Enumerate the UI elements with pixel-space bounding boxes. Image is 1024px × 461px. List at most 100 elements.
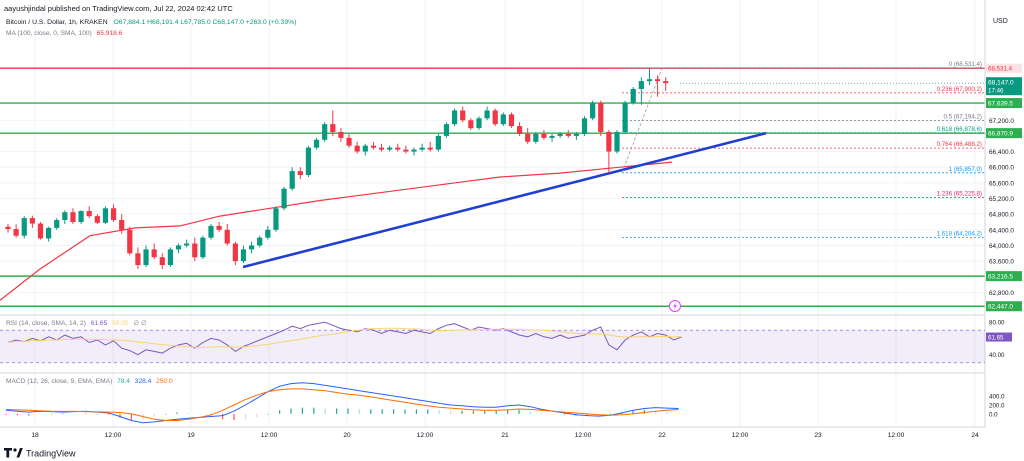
candle-body-40 (330, 124, 336, 132)
time-tick-10: 23 (814, 432, 822, 439)
time-tick-1: 12:00 (105, 432, 122, 439)
candle-body-1 (13, 229, 19, 236)
candle-body-64 (525, 133, 531, 142)
fib-label-5: 1 (65,857.0) (949, 166, 982, 173)
macd-bar-25 (290, 408, 292, 414)
candle-body-32 (265, 229, 271, 238)
candle-body-23 (192, 243, 198, 258)
candlesticks (5, 68, 669, 269)
candle-body-38 (313, 139, 320, 148)
price-tick-8: 62,800.0 (989, 290, 1014, 297)
candle-body-48 (395, 147, 401, 150)
last-price-countdown: 17:46 (988, 88, 1004, 95)
price-tick-9: 67,200.0 (989, 118, 1014, 125)
macd-bar-8 (96, 413, 98, 415)
candle-body-79 (646, 79, 653, 82)
macd-bar-1 (16, 413, 18, 416)
candle-body-75 (614, 132, 620, 152)
rsi-value-bg (986, 332, 1012, 342)
symbol-title[interactable]: Bitcoin / U.S. Dollar, 1h, KRAKEN O67,88… (6, 19, 296, 26)
candle-body-70 (573, 133, 579, 136)
candle-body-22 (184, 243, 190, 246)
time-tick-4: 20 (343, 432, 351, 439)
grid (0, 0, 985, 427)
currency-label[interactable]: USD (993, 18, 1008, 25)
candle-body-54 (443, 124, 450, 136)
time-tick-6: 21 (501, 432, 509, 439)
tradingview-logo[interactable]: TradingView (3, 448, 76, 459)
candle-body-5 (46, 227, 52, 239)
candle-body-50 (411, 149, 417, 152)
candle-body-13 (110, 208, 117, 221)
candle-body-18 (151, 249, 157, 258)
top-tag-bg (986, 63, 1022, 73)
level-tag-2: 66,870.9 (988, 131, 1013, 138)
price-tick-3: 65,200.0 (989, 196, 1014, 203)
candle-body-25 (208, 225, 214, 238)
fib-label-1: 0.236 (67,900.2) (937, 86, 982, 93)
fib-label-4: 0.764 (66,488.2) (937, 141, 982, 148)
macd-bar-48 (552, 413, 554, 415)
candle-body-56 (460, 110, 466, 121)
candle-body-76 (622, 102, 628, 132)
candle-body-19 (159, 257, 165, 266)
macd-signal-line (5, 388, 679, 421)
ma-legend[interactable]: MA (100, close, 0, SMA, 100) 65,918.6 (6, 30, 123, 37)
candle-body-27 (224, 229, 230, 244)
rsi-legend[interactable]: RSI (14, close, SMA, 14, 2) 61.65 58.05 … (6, 320, 147, 327)
candle-body-14 (119, 220, 125, 230)
candle-body-44 (362, 145, 368, 152)
macd-bar-46 (529, 411, 531, 414)
macd-bar-53 (609, 413, 611, 415)
candle-body-66 (541, 133, 547, 138)
rsi-band (0, 330, 985, 363)
macd-bar-7 (85, 413, 87, 415)
fib-retracement: 0 (68,531.4) 0.236 (67,900.2) 0.5 (67,194.… (622, 61, 985, 238)
candle-body-39 (322, 124, 328, 140)
candle-body-62 (508, 114, 515, 127)
candle-body-73 (598, 102, 604, 132)
macd-bar-31 (358, 409, 360, 414)
macd-bar-43 (495, 410, 497, 414)
price-tick-2: 65,600.0 (989, 180, 1014, 187)
candle-body-24 (200, 237, 206, 258)
candle-body-31 (257, 237, 263, 246)
time-tick-7: 12:00 (575, 432, 592, 439)
candle-body-65 (533, 133, 539, 142)
candle-body-20 (167, 249, 173, 266)
macd-line (5, 382, 679, 424)
candle-body-30 (249, 245, 255, 250)
candle-body-55 (452, 110, 458, 125)
time-tick-12: 24 (971, 432, 979, 439)
last-price-bg (986, 77, 1022, 96)
candle-body-52 (427, 147, 433, 150)
candle-body-3 (29, 218, 35, 224)
price-tick-6: 64,000.0 (989, 243, 1014, 250)
candle-body-42 (346, 137, 352, 146)
rsi-tick-0: 80.00 (989, 320, 1005, 327)
flash-icon[interactable] (669, 300, 681, 312)
macd-bar-13 (153, 413, 155, 417)
candle-body-2 (21, 218, 27, 236)
candle-body-29 (240, 249, 247, 262)
macd-bar-45 (518, 409, 520, 414)
macd-legend[interactable]: MACD (12, 26, close, 9, EMA, EMA) 78.4 3… (6, 378, 173, 385)
macd-tick-1: 200.0 (989, 402, 1005, 409)
bullish-trend-line[interactable] (242, 131, 767, 269)
price-axis[interactable]: 66,400.0 66,000.0 65,600.0 65,200.0 64,800.0… (986, 63, 1022, 312)
time-axis[interactable]: 18 12:00 19 12:00 20 12:00 21 12:00 22 12:00 23 12:… (31, 432, 979, 439)
last-price-tag: 68,147.017:46 (680, 77, 1022, 96)
macd-bar-3 (39, 413, 41, 415)
macd-bar-21 (244, 413, 246, 420)
candle-body-7 (62, 212, 68, 221)
candle-body-53 (435, 135, 441, 150)
candle-body-4 (37, 223, 44, 239)
tv-logo-icon (3, 448, 12, 458)
macd-bar-42 (484, 410, 486, 414)
macd-bar-14 (165, 413, 167, 415)
rsi-tick-2: 40.00 (989, 352, 1005, 359)
macd-bar-4 (51, 413, 53, 415)
